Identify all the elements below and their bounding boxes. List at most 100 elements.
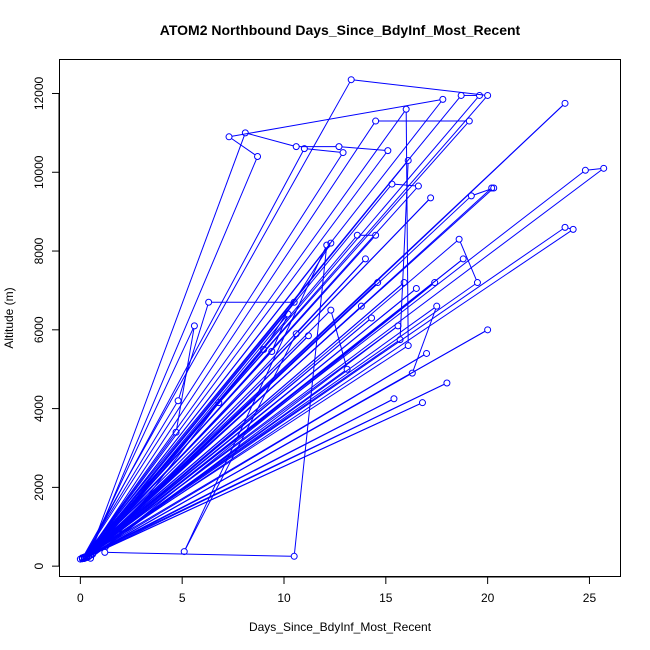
series-segment bbox=[83, 403, 177, 557]
x-tick-label: 20 bbox=[481, 591, 495, 605]
series-segment bbox=[85, 434, 175, 556]
data-point bbox=[260, 346, 268, 354]
series-segment bbox=[474, 188, 492, 196]
series-segment bbox=[86, 260, 462, 557]
x-axis: 0 5 10 15 20 25 bbox=[77, 576, 597, 605]
y-tick-label: 10000 bbox=[32, 155, 46, 189]
series-segment bbox=[293, 248, 327, 554]
data-point bbox=[80, 554, 88, 562]
data-point bbox=[439, 95, 447, 103]
series-segment bbox=[87, 328, 194, 555]
y-tick-label: 2000 bbox=[32, 474, 46, 501]
series-segment bbox=[92, 327, 396, 557]
y-axis: 0 2000 4000 6000 8000 10000 12000 bbox=[32, 76, 60, 569]
data-point bbox=[372, 117, 380, 125]
series-segment bbox=[588, 168, 601, 171]
y-axis-label: Altitude (m) bbox=[2, 287, 16, 348]
series-segment bbox=[178, 304, 209, 399]
series-segment bbox=[92, 284, 433, 557]
data-point bbox=[600, 164, 608, 172]
series-segment bbox=[85, 162, 407, 556]
y-tick-label: 12000 bbox=[32, 76, 46, 110]
data-point bbox=[353, 231, 361, 239]
series-segment bbox=[86, 311, 330, 556]
data-point bbox=[443, 379, 451, 387]
series-segment bbox=[88, 260, 364, 556]
data-point bbox=[488, 184, 496, 192]
x-tick-label: 5 bbox=[179, 591, 186, 605]
data-point bbox=[368, 314, 376, 322]
data-point bbox=[581, 166, 589, 174]
data-point bbox=[343, 365, 351, 373]
series-segment bbox=[272, 316, 288, 349]
series-segment bbox=[394, 183, 416, 187]
data-point bbox=[180, 548, 188, 556]
y-tick-label: 8000 bbox=[32, 237, 46, 264]
data-point bbox=[205, 298, 213, 306]
series-segment bbox=[86, 284, 403, 556]
series-segment bbox=[86, 403, 420, 558]
data-point bbox=[225, 133, 233, 141]
y-tick-label: 6000 bbox=[32, 316, 46, 343]
series-segment bbox=[88, 383, 445, 557]
series-segment bbox=[88, 307, 435, 557]
data-point bbox=[408, 369, 416, 377]
data-point bbox=[414, 182, 422, 190]
series-segment bbox=[341, 146, 385, 151]
series-segment bbox=[107, 551, 292, 557]
series-segment bbox=[85, 111, 405, 555]
data-point bbox=[388, 180, 396, 188]
series-segment bbox=[459, 241, 477, 280]
data-point bbox=[467, 192, 475, 200]
series-segment bbox=[92, 399, 392, 555]
data-point bbox=[284, 310, 292, 318]
series-segment bbox=[176, 328, 195, 430]
data-point bbox=[327, 306, 335, 314]
data-point bbox=[465, 117, 473, 125]
series-segment bbox=[84, 327, 396, 558]
data-point bbox=[423, 349, 431, 357]
x-tick-label: 0 bbox=[77, 591, 84, 605]
data-point bbox=[335, 143, 343, 151]
data-point bbox=[323, 241, 331, 249]
data-point bbox=[459, 255, 467, 263]
series-lines bbox=[81, 79, 602, 558]
series-segment bbox=[185, 247, 326, 550]
data-point bbox=[101, 548, 109, 556]
data-point bbox=[404, 342, 412, 350]
series-segment bbox=[85, 245, 330, 556]
data-point bbox=[384, 147, 392, 155]
data-point bbox=[484, 91, 492, 99]
x-tick-label: 25 bbox=[583, 591, 597, 605]
series-segment bbox=[231, 138, 256, 156]
data-point bbox=[433, 302, 441, 310]
data-point bbox=[394, 322, 402, 330]
data-point bbox=[374, 279, 382, 287]
data-point bbox=[89, 550, 97, 558]
data-point bbox=[300, 145, 308, 153]
data-point bbox=[404, 156, 412, 164]
y-tick-label: 4000 bbox=[32, 395, 46, 422]
data-point bbox=[569, 225, 577, 233]
y-tick-label: 0 bbox=[32, 562, 46, 569]
series-segment bbox=[81, 122, 468, 558]
x-tick-label: 10 bbox=[277, 591, 291, 605]
series-segment bbox=[94, 404, 218, 553]
data-point bbox=[290, 298, 298, 306]
series-segment bbox=[85, 152, 387, 556]
data-point bbox=[339, 149, 347, 157]
data-point bbox=[357, 302, 365, 310]
x-axis-label: Days_Since_BdyInf_Most_Recent bbox=[249, 620, 432, 634]
series-segment bbox=[84, 353, 271, 557]
series-segment bbox=[87, 304, 293, 555]
x-tick-label: 15 bbox=[379, 591, 393, 605]
data-point bbox=[292, 330, 300, 338]
chart-title: ATOM2 Northbound Days_Since_BdyInf_Most_… bbox=[160, 22, 521, 38]
data-point bbox=[361, 255, 369, 263]
series-segment bbox=[89, 159, 257, 555]
series-segment bbox=[86, 189, 490, 557]
data-point bbox=[290, 552, 298, 560]
data-point bbox=[475, 91, 483, 99]
series-segment bbox=[248, 133, 294, 147]
